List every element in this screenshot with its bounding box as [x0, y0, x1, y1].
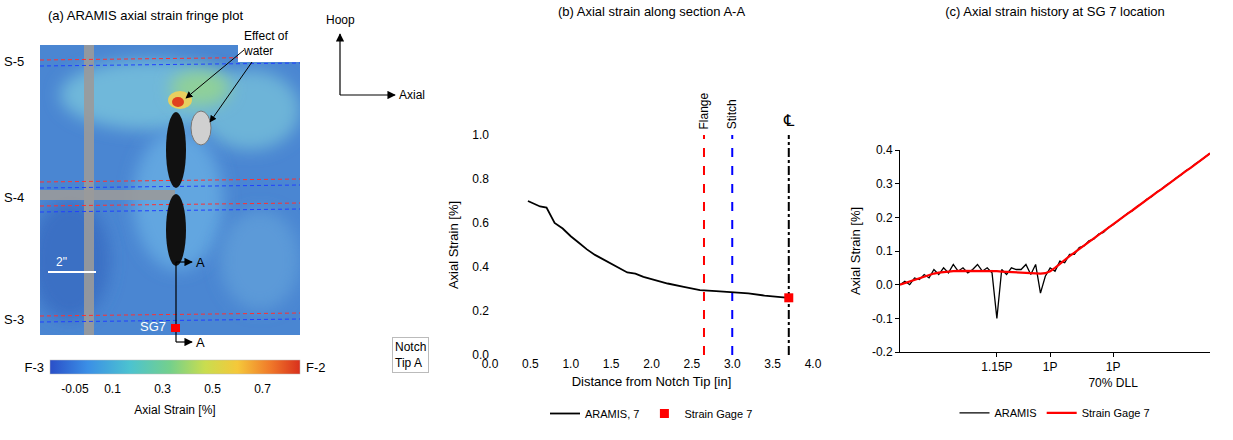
svg-text:Axial Strain [%]: Axial Strain [%] — [848, 207, 863, 295]
svg-text:Axial: Axial — [399, 88, 425, 102]
svg-text:1.0: 1.0 — [562, 357, 579, 371]
svg-text:4.0: 4.0 — [805, 357, 822, 371]
svg-text:3.0: 3.0 — [724, 357, 741, 371]
svg-text:0.0: 0.0 — [482, 357, 499, 371]
svg-text:Axial Strain [%]: Axial Strain [%] — [446, 201, 461, 289]
svg-text:0.4: 0.4 — [472, 260, 489, 274]
svg-text:water: water — [243, 44, 273, 58]
svg-text:-0.05: -0.05 — [61, 382, 89, 396]
svg-text:Effect of: Effect of — [244, 29, 288, 43]
svg-text:-0.1: -0.1 — [872, 312, 893, 326]
svg-text:Distance from Notch Tip [in]: Distance from Notch Tip [in] — [572, 374, 732, 389]
svg-text:0.2: 0.2 — [472, 304, 489, 318]
svg-text:0.1: 0.1 — [876, 244, 893, 258]
svg-text:(c) Axial strain history at SG: (c) Axial strain history at SG 7 locatio… — [945, 4, 1165, 19]
svg-text:0.3: 0.3 — [876, 177, 893, 191]
svg-text:3.5: 3.5 — [764, 357, 781, 371]
svg-text:-0.2: -0.2 — [872, 345, 893, 359]
svg-text:0.8: 0.8 — [472, 172, 489, 186]
svg-text:A: A — [196, 335, 205, 350]
svg-text:1P70% DLL: 1P70% DLL — [1088, 360, 1138, 390]
svg-text:NotchTip A: NotchTip A — [395, 340, 426, 370]
svg-text:0.0: 0.0 — [876, 278, 893, 292]
svg-text:0.1: 0.1 — [104, 382, 121, 396]
svg-text:2.5: 2.5 — [684, 357, 701, 371]
svg-text:0.3: 0.3 — [154, 382, 171, 396]
svg-text:F-3: F-3 — [25, 360, 45, 375]
svg-text:ARAMIS: ARAMIS — [995, 407, 1037, 419]
svg-text:Axial Strain [%]: Axial Strain [%] — [134, 403, 215, 417]
svg-text:2.0: 2.0 — [643, 357, 660, 371]
svg-text:1.15P: 1.15P — [981, 360, 1012, 374]
svg-text:S-5: S-5 — [4, 54, 24, 69]
svg-text:Stitch: Stitch — [725, 99, 739, 129]
svg-text:0.7: 0.7 — [254, 382, 271, 396]
svg-text:0.0: 0.0 — [472, 348, 489, 362]
svg-text:2": 2" — [56, 255, 67, 269]
svg-text:F-2: F-2 — [306, 360, 326, 375]
svg-text:0.5: 0.5 — [522, 357, 539, 371]
svg-text:1.5: 1.5 — [603, 357, 620, 371]
svg-text:(b) Axial strain along section: (b) Axial strain along section A-A — [558, 4, 745, 19]
svg-text:Hoop: Hoop — [326, 13, 355, 27]
svg-text:S-4: S-4 — [4, 190, 24, 205]
svg-text:SG7: SG7 — [140, 319, 166, 334]
svg-text:ARAMIS, 7: ARAMIS, 7 — [585, 408, 639, 420]
svg-text:0.2: 0.2 — [876, 211, 893, 225]
svg-text:0.5: 0.5 — [204, 382, 221, 396]
svg-text:℄: ℄ — [783, 112, 795, 129]
svg-text:Strain Gage 7: Strain Gage 7 — [684, 408, 752, 420]
svg-text:(a) ARAMIS axial strain fringe: (a) ARAMIS axial strain fringe plot — [48, 8, 243, 23]
svg-text:A: A — [196, 255, 205, 270]
svg-text:1P: 1P — [1043, 360, 1058, 374]
svg-text:Flange: Flange — [697, 92, 711, 129]
svg-text:1.0: 1.0 — [472, 128, 489, 142]
svg-text:S-3: S-3 — [4, 312, 24, 327]
svg-text:0.6: 0.6 — [472, 216, 489, 230]
svg-text:0.4: 0.4 — [876, 143, 893, 157]
svg-text:Strain Gage 7: Strain Gage 7 — [1082, 407, 1150, 419]
